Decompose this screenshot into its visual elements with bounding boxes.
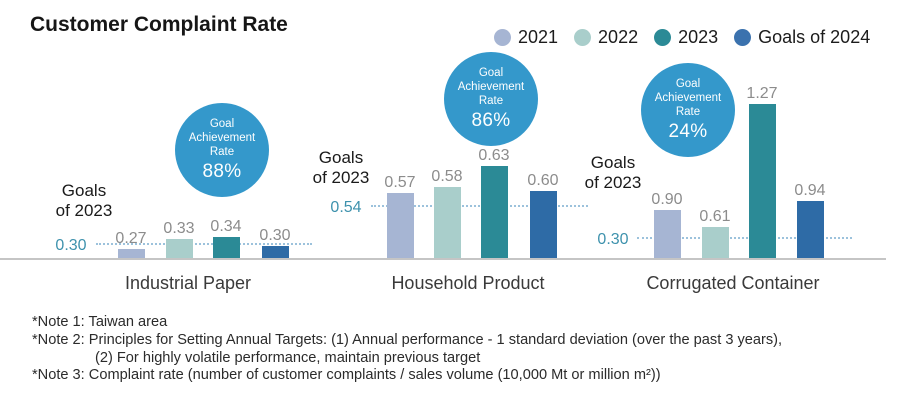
goal-achievement-badge-household-product: Goal Achievement Rate 86% <box>444 52 538 146</box>
goals-label-line: of 2023 <box>312 168 370 188</box>
legend-label-2023: 2023 <box>678 27 719 47</box>
badge-text: Achievement <box>188 131 256 144</box>
footnotes: *Note 1: Taiwan area *Note 2: Principles… <box>32 314 782 385</box>
legend-item-2023: 2023 <box>654 27 718 48</box>
bar-household-product-2022 <box>434 187 461 260</box>
bar-corrugated-container-2023 <box>749 104 776 260</box>
goals-2023-label-industrial-paper: Goals of 2023 <box>29 181 139 222</box>
x-axis-line <box>0 258 886 260</box>
bar-value-label: 0.30 <box>259 227 291 244</box>
badge-text: Achievement <box>654 91 722 104</box>
bar-value-label: 0.63 <box>478 147 510 164</box>
legend-label-goals-2024: Goals of 2024 <box>758 27 871 47</box>
bar-household-product-2023 <box>481 166 508 260</box>
goal-achievement-badge-industrial-paper: Goal Achievement Rate 88% <box>175 103 269 197</box>
goals-label-line: of 2023 <box>55 201 113 221</box>
bar-value-label: 0.27 <box>115 230 147 247</box>
goal-value-industrial-paper: 0.30 <box>55 237 87 254</box>
bar-value-label: 0.34 <box>210 218 242 235</box>
legend: 2021 2022 2023 Goals of 2024 <box>494 27 870 48</box>
badge-text: Goal <box>675 77 701 90</box>
goal-value-corrugated-container: 0.30 <box>597 231 629 248</box>
legend-item-2021: 2021 <box>494 27 558 48</box>
badge-text: Achievement <box>457 80 525 93</box>
badge-text: Goal <box>209 117 235 130</box>
goal-line-industrial-paper <box>96 243 312 245</box>
legend-item-goals-2024: Goals of 2024 <box>734 27 870 48</box>
bar-industrial-paper-2023 <box>213 237 240 260</box>
category-label-household-product: Household Product <box>391 273 545 293</box>
bar-industrial-paper-2022 <box>166 239 193 260</box>
bar-value-label: 0.58 <box>431 168 463 185</box>
bar-corrugated-container-goals-2024 <box>797 201 824 260</box>
goals-2023-label-corrugated-container: Goals of 2023 <box>558 153 668 194</box>
category-label-industrial-paper: Industrial Paper <box>124 273 252 293</box>
bar-industrial-paper-2021 <box>118 249 145 260</box>
legend-dot-2022-icon <box>574 29 592 46</box>
legend-dot-2021-icon <box>494 29 511 46</box>
bar-value-label: 0.57 <box>384 174 416 191</box>
note-3: *Note 3: Complaint rate (number of custo… <box>32 367 661 384</box>
page-title: Customer Complaint Rate <box>30 13 288 36</box>
goal-line-corrugated-container <box>637 237 852 239</box>
note-1: *Note 1: Taiwan area <box>32 314 168 330</box>
badge-text: Rate <box>209 146 235 159</box>
goals-label-line: Goals <box>61 181 107 200</box>
legend-label-2022: 2022 <box>598 27 639 47</box>
badge-rate: 86% <box>471 110 511 132</box>
badge-rate: 88% <box>202 161 242 183</box>
goals-2023-label-household-product: Goals of 2023 <box>286 148 396 189</box>
badge-text: Goal <box>478 66 504 79</box>
badge-rate: 24% <box>668 121 708 143</box>
bar-industrial-paper-goals-2024 <box>262 246 289 260</box>
goals-label-line: of 2023 <box>584 173 642 193</box>
badge-text: Rate <box>478 95 504 108</box>
note-2: *Note 2: Principles for Setting Annual T… <box>32 331 783 348</box>
legend-dot-goals-2024-icon <box>734 29 752 46</box>
goal-achievement-badge-corrugated-container: Goal Achievement Rate 24% <box>641 63 735 157</box>
bar-value-label: 1.27 <box>746 85 778 102</box>
bar-value-label: 0.61 <box>699 208 731 225</box>
bar-value-label: 0.94 <box>794 182 826 199</box>
category-label-corrugated-container: Corrugated Container <box>646 273 820 293</box>
legend-dot-2023-icon <box>654 29 672 46</box>
bar-household-product-2021 <box>387 193 414 260</box>
goal-line-household-product <box>371 205 588 207</box>
bar-corrugated-container-2021 <box>654 210 681 260</box>
goal-value-household-product: 0.54 <box>330 199 362 216</box>
bar-household-product-goals-2024 <box>530 191 557 260</box>
legend-label-2021: 2021 <box>518 27 559 47</box>
bar-value-label: 0.90 <box>651 191 683 208</box>
note-2-continued: (2) For highly volatile performance, mai… <box>95 349 481 366</box>
legend-item-2022: 2022 <box>574 27 638 48</box>
badge-text: Rate <box>675 106 701 119</box>
goals-label-line: Goals <box>318 148 364 167</box>
goals-label-line: Goals <box>590 153 636 172</box>
bar-corrugated-container-2022 <box>702 227 729 260</box>
bar-value-label: 0.60 <box>527 172 559 189</box>
bar-value-label: 0.33 <box>163 220 195 237</box>
